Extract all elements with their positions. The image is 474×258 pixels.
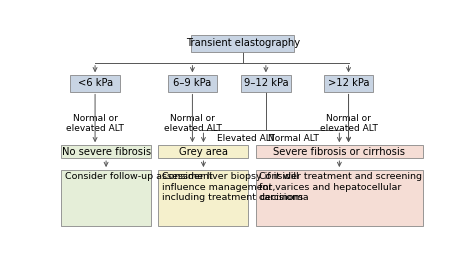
FancyBboxPatch shape <box>256 145 423 158</box>
Text: 9–12 kPa: 9–12 kPa <box>244 78 288 88</box>
FancyBboxPatch shape <box>61 170 151 226</box>
FancyBboxPatch shape <box>168 75 217 92</box>
FancyBboxPatch shape <box>70 75 120 92</box>
Text: No severe fibrosis: No severe fibrosis <box>62 147 151 157</box>
FancyBboxPatch shape <box>191 35 294 52</box>
Text: Normal ALT: Normal ALT <box>268 134 319 143</box>
Text: Consider liver biopsy if it will
influence management,
including treatment decis: Consider liver biopsy if it will influen… <box>162 172 303 202</box>
Text: Normal or
elevated ALT: Normal or elevated ALT <box>320 114 378 133</box>
Text: Normal or
elevated ALT: Normal or elevated ALT <box>164 114 221 133</box>
Text: <6 kPa: <6 kPa <box>78 78 113 88</box>
Text: Consider treatment and screening
for varices and hepatocellular
carcinoma: Consider treatment and screening for var… <box>259 172 422 202</box>
FancyBboxPatch shape <box>324 75 374 92</box>
Text: 6–9 kPa: 6–9 kPa <box>173 78 211 88</box>
Text: Elevated ALT: Elevated ALT <box>217 134 275 143</box>
FancyBboxPatch shape <box>256 170 423 226</box>
FancyBboxPatch shape <box>158 170 248 226</box>
Text: Grey area: Grey area <box>179 147 228 157</box>
Text: Normal or
elevated ALT: Normal or elevated ALT <box>66 114 124 133</box>
Text: >12 kPa: >12 kPa <box>328 78 369 88</box>
Text: Transient elastography: Transient elastography <box>186 38 300 49</box>
Text: Consider follow-up assessment: Consider follow-up assessment <box>65 172 212 181</box>
FancyBboxPatch shape <box>241 75 291 92</box>
Text: Severe fibrosis or cirrhosis: Severe fibrosis or cirrhosis <box>273 147 405 157</box>
FancyBboxPatch shape <box>61 145 151 158</box>
FancyBboxPatch shape <box>158 145 248 158</box>
